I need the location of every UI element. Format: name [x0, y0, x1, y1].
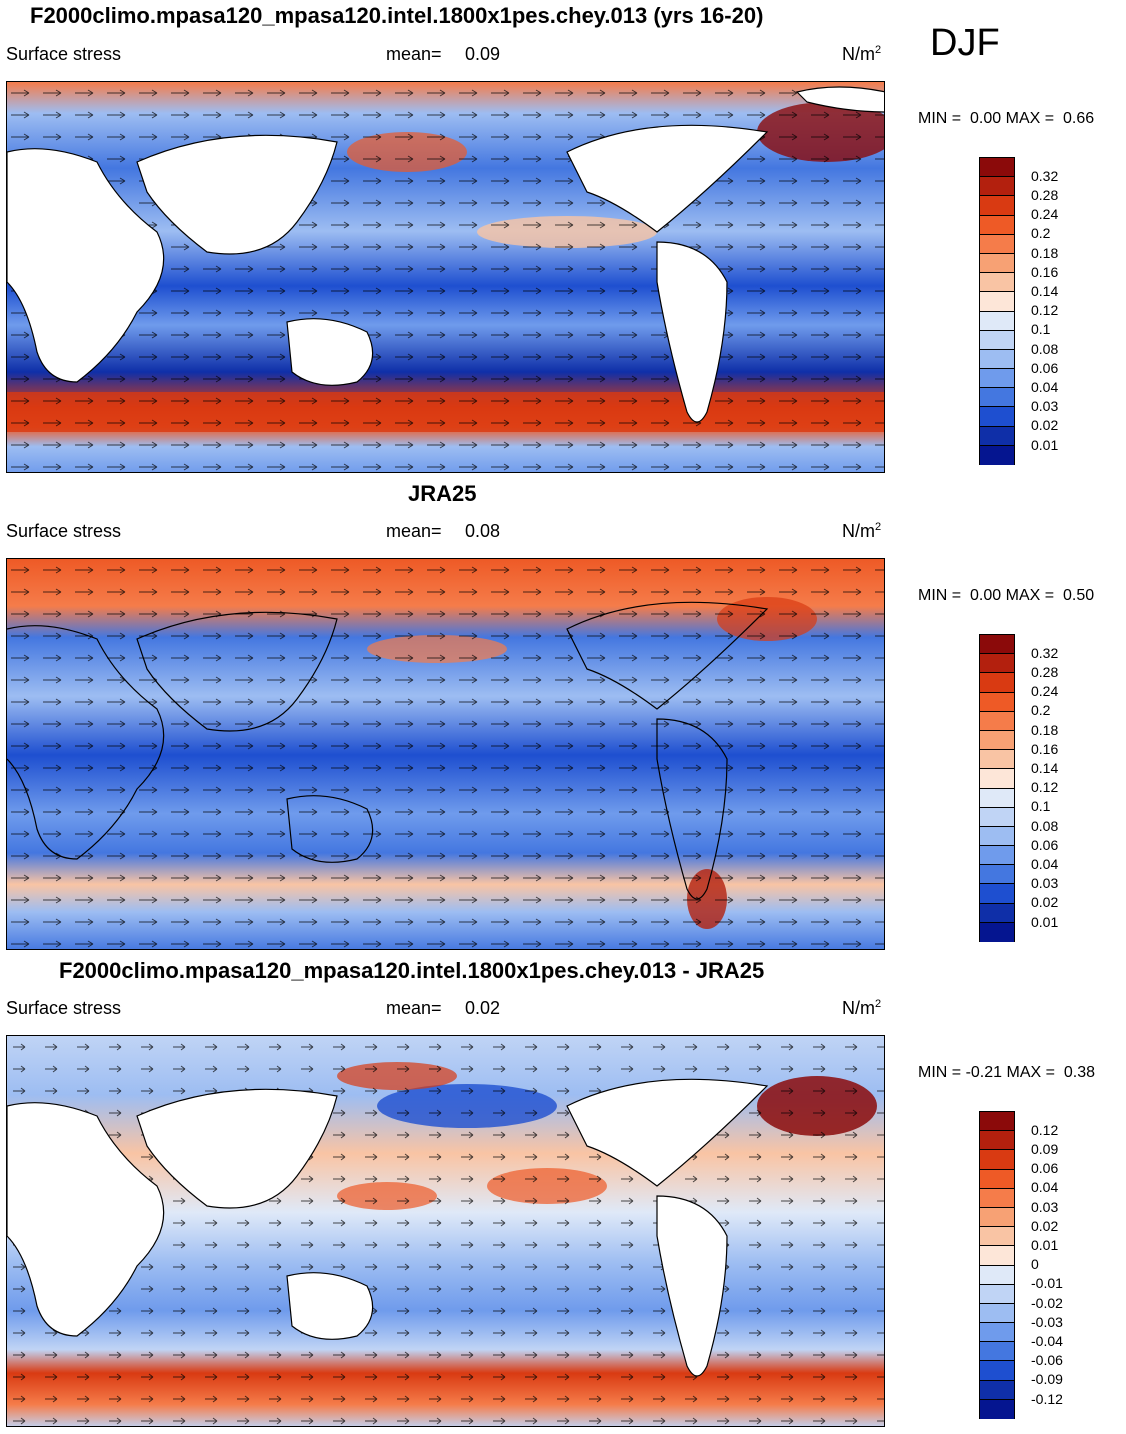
panel2-tick: 0.12 [1031, 779, 1059, 795]
season-label: DJF [930, 22, 1000, 64]
panel1-units: N/m2 [842, 44, 882, 64]
panel2-minmax: MIN = 0.00 MAX = 0.50 [918, 587, 1095, 604]
panel2-colorbar [979, 634, 1015, 942]
panel1-mean-label: mean= [386, 44, 442, 64]
panel1-tick: 0.16 [1031, 264, 1059, 280]
panel2-tick: 0.03 [1031, 875, 1059, 891]
panel3-tick: 0.09 [1031, 1141, 1059, 1157]
panel2-tick: 0.18 [1031, 722, 1059, 738]
panel3-mean-label: mean= [386, 998, 442, 1018]
panel3-tick: -0.04 [1031, 1333, 1063, 1349]
panel3-colorbar [979, 1111, 1015, 1419]
panel2-tick: 0.02 [1031, 894, 1059, 910]
panel1-map [6, 81, 885, 473]
panel1-minmax: MIN = 0.00 MAX = 0.66 [918, 110, 1095, 127]
panel3-tick: -0.01 [1031, 1275, 1063, 1291]
panel3-tick: 0.03 [1031, 1199, 1059, 1215]
panel2-tick: 0.16 [1031, 741, 1059, 757]
panel1-title: F2000climo.mpasa120_mpasa120.intel.1800x… [30, 3, 764, 28]
panel3-variable: Surface stress [6, 998, 122, 1018]
panel1-tick: 0.18 [1031, 245, 1059, 261]
panel3-units: N/m2 [842, 998, 882, 1018]
panel2-mean-value: 0.08 [465, 521, 501, 541]
panel3-mean-value: 0.02 [465, 998, 501, 1018]
panel3-tick: -0.09 [1031, 1371, 1063, 1387]
panel3-tick: 0.06 [1031, 1160, 1059, 1176]
panel3-minmax: MIN = -0.21 MAX = 0.38 [918, 1064, 1095, 1081]
panel2-tick: 0.01 [1031, 914, 1059, 930]
panel1-tick: 0.32 [1031, 168, 1059, 184]
panel2-tick: 0.32 [1031, 645, 1059, 661]
panel2-map [6, 558, 885, 950]
panel3-tick: 0 [1031, 1256, 1039, 1272]
panel1-tick: 0.02 [1031, 417, 1059, 433]
panel2-tick: 0.14 [1031, 760, 1059, 776]
panel2-tick: 0.04 [1031, 856, 1059, 872]
panel3-tick: -0.03 [1031, 1314, 1063, 1330]
panel1-variable: Surface stress [6, 44, 122, 64]
panel1-tick: 0.1 [1031, 321, 1051, 337]
panel3-map [6, 1035, 885, 1427]
panel2-units: N/m2 [842, 521, 882, 541]
panel2-mean-label: mean= [386, 521, 442, 541]
panel1-tick: 0.14 [1031, 283, 1059, 299]
panel3-tick: 0.01 [1031, 1237, 1059, 1253]
panel1-tick: 0.04 [1031, 379, 1059, 395]
panel3-tick: 0.12 [1031, 1122, 1059, 1138]
panel1-tick: 0.12 [1031, 302, 1059, 318]
panel1-tick: 0.06 [1031, 360, 1059, 376]
panel2-tick: 0.06 [1031, 837, 1059, 853]
panel2-variable: Surface stress [6, 521, 122, 541]
panel1-colorbar [979, 157, 1015, 465]
panel1-tick: 0.2 [1031, 225, 1051, 241]
panel3-title: F2000climo.mpasa120_mpasa120.intel.1800x… [59, 958, 765, 983]
panel3-tick: -0.02 [1031, 1295, 1063, 1311]
panel2-title: JRA25 [408, 481, 477, 506]
panel3-tick: -0.12 [1031, 1391, 1063, 1407]
panel1-tick: 0.28 [1031, 187, 1059, 203]
panel3-tick: 0.02 [1031, 1218, 1059, 1234]
panel3-tick: 0.04 [1031, 1179, 1059, 1195]
panel2-tick: 0.08 [1031, 818, 1059, 834]
panel1-tick: 0.24 [1031, 206, 1059, 222]
panel2-tick: 0.2 [1031, 702, 1051, 718]
panel1-tick: 0.01 [1031, 437, 1059, 453]
panel1-mean-value: 0.09 [465, 44, 501, 64]
panel1-tick: 0.08 [1031, 341, 1059, 357]
panel2-tick: 0.28 [1031, 664, 1059, 680]
panel3-tick: -0.06 [1031, 1352, 1063, 1368]
panel2-tick: 0.24 [1031, 683, 1059, 699]
panel2-tick: 0.1 [1031, 798, 1051, 814]
panel1-tick: 0.03 [1031, 398, 1059, 414]
